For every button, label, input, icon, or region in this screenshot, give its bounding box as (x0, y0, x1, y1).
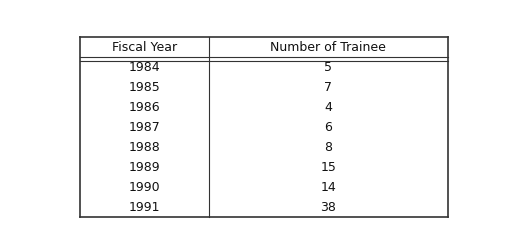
Text: 1984: 1984 (128, 61, 160, 74)
Text: 1987: 1987 (128, 121, 160, 134)
Text: 7: 7 (324, 81, 332, 94)
Text: 15: 15 (320, 160, 336, 173)
Text: 1986: 1986 (128, 101, 160, 114)
Text: 14: 14 (320, 180, 336, 193)
Text: 8: 8 (324, 141, 332, 154)
Text: 1991: 1991 (128, 200, 160, 213)
Text: 6: 6 (324, 121, 332, 134)
Text: 1985: 1985 (128, 81, 160, 94)
Text: 38: 38 (320, 200, 336, 213)
Text: 1990: 1990 (128, 180, 160, 193)
Text: 4: 4 (324, 101, 332, 114)
Text: Number of Trainee: Number of Trainee (270, 41, 386, 54)
Text: 1989: 1989 (128, 160, 160, 173)
Text: Fiscal Year: Fiscal Year (111, 41, 177, 54)
Text: 5: 5 (324, 61, 332, 74)
Text: 1988: 1988 (128, 141, 160, 154)
